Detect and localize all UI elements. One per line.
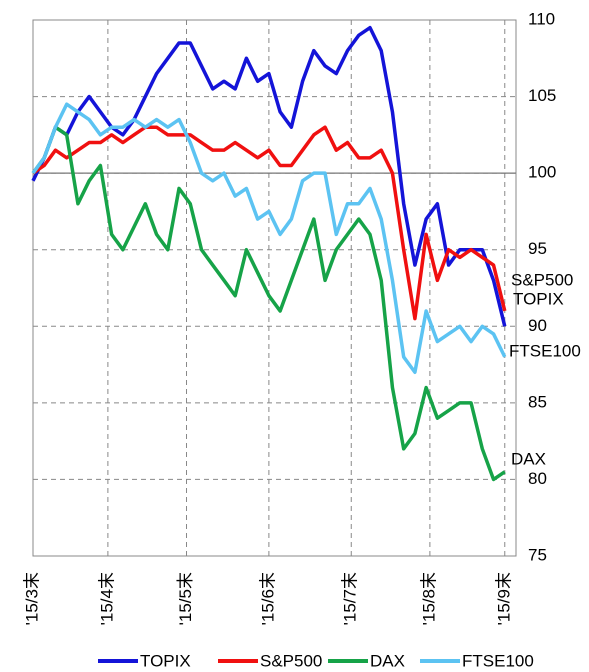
series-end-label: S&P500 <box>511 270 573 289</box>
legend-label: TOPIX <box>140 651 191 670</box>
plot-area <box>32 19 517 557</box>
series-end-label: TOPIX <box>513 289 564 308</box>
series-line <box>31 125 506 482</box>
x-tick-label: '15/3末 <box>22 572 41 625</box>
y-tick-label: 95 <box>528 239 547 258</box>
y-tick-label: 80 <box>528 469 547 488</box>
y-tick-label: 105 <box>528 86 556 105</box>
legend-label: FTSE100 <box>462 651 534 670</box>
x-tick-label: '15/4末 <box>97 572 116 625</box>
y-tick-label: 85 <box>528 392 547 411</box>
series-line <box>31 102 507 374</box>
series-line <box>32 125 507 321</box>
y-tick-label: 90 <box>528 316 547 335</box>
x-tick-label: '15/9末 <box>494 572 513 625</box>
x-tick-label: '15/7末 <box>341 572 360 625</box>
x-tick-label: '15/8末 <box>419 572 438 625</box>
y-tick-label: 100 <box>528 163 556 182</box>
legend-label: DAX <box>370 651 405 670</box>
y-tick-label: 75 <box>528 545 547 564</box>
legend-label: S&P500 <box>260 651 322 670</box>
x-tick-label: '15/6末 <box>258 572 277 625</box>
x-tick-label: '15/5末 <box>176 572 195 625</box>
y-tick-label: 110 <box>528 9 555 28</box>
series-end-label: FTSE100 <box>509 341 581 360</box>
series-end-label: DAX <box>511 449 546 468</box>
